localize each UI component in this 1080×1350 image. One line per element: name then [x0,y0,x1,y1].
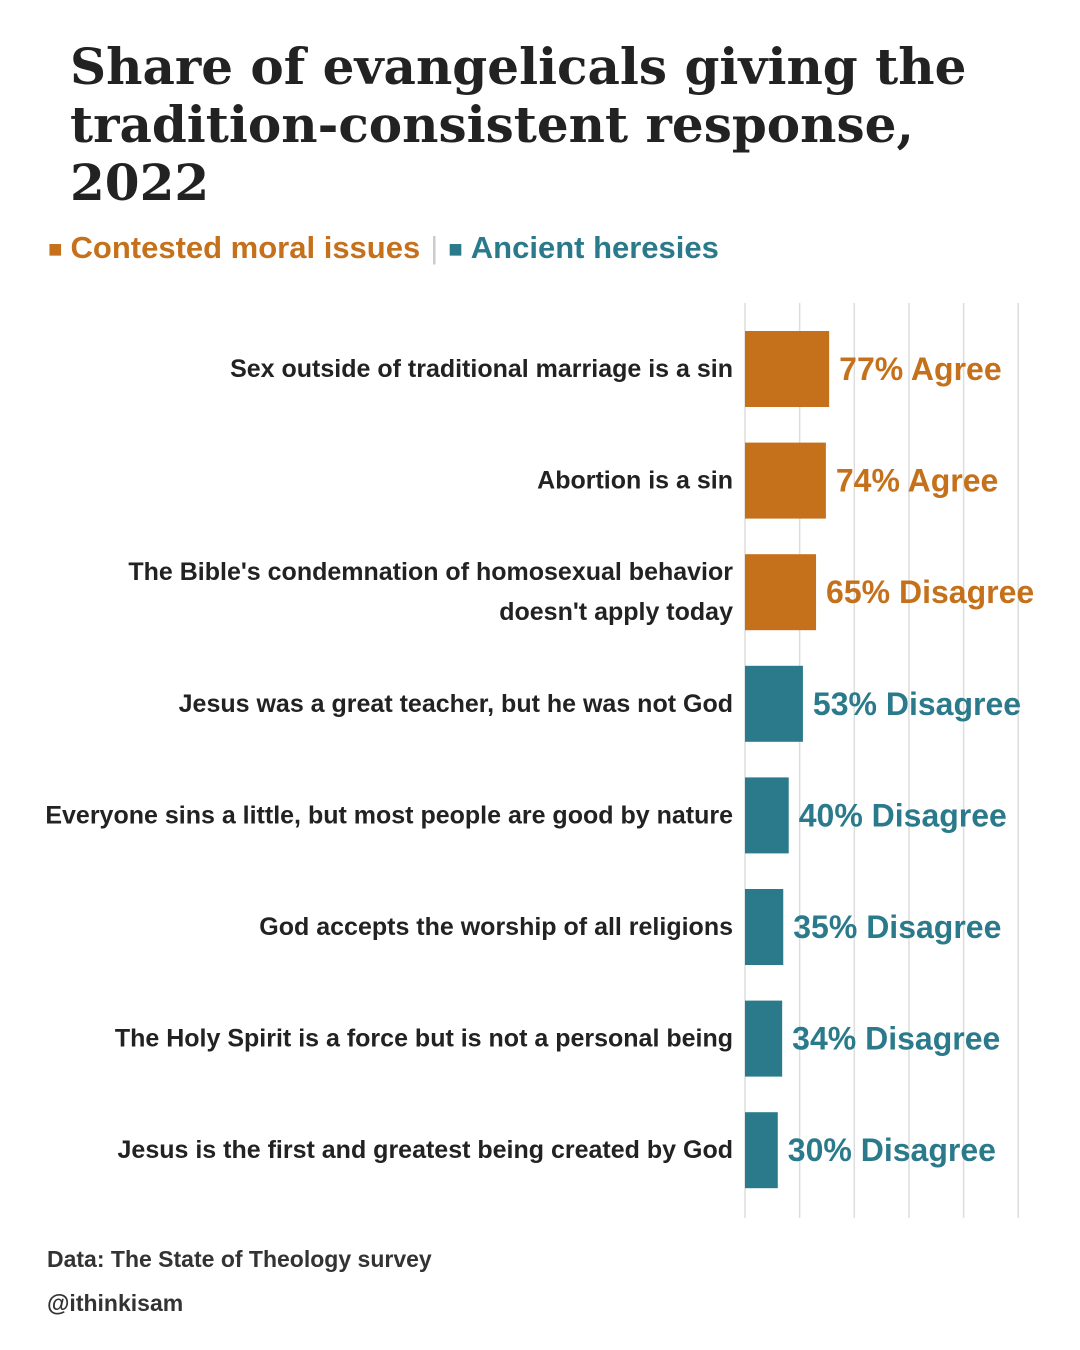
category-label: The Bible's condemnation of homosexual b… [128,558,733,626]
category-label: Sex outside of traditional marriage is a… [230,355,733,383]
legend-swatch-heresy: ■ [448,236,463,263]
bar [745,331,830,407]
bar [745,1112,778,1189]
category-label: The Holy Spirit is a force but is not a … [115,1025,733,1053]
legend-swatch-moral: ■ [48,236,63,263]
chart-title: Share of evangelicals giving the traditi… [70,37,967,212]
legend-label-heresy: Ancient heresies [470,230,719,265]
data-label: 35% Disagree [793,909,1001,945]
category-label: Jesus was a great teacher, but he was no… [179,690,733,718]
bar [745,665,803,742]
category-label: Jesus is the first and greatest being cr… [118,1136,733,1164]
legend-item-heresy: ■ Ancient heresies [448,228,719,270]
category-label: God accepts the worship of all religions [259,913,733,941]
data-label: 65% Disagree [826,574,1034,610]
category-label: Abortion is a sin [537,467,733,495]
data-label: 30% Disagree [788,1132,996,1168]
legend: ■ Contested moral issues | ■ Ancient heres… [48,228,719,270]
legend-item-moral: ■ Contested moral issues [48,228,420,270]
legend-label-moral: Contested moral issues [70,230,421,265]
bar [745,442,826,519]
source-note: Data: The State of Theology survey [47,1246,432,1272]
bar [745,554,817,631]
bar [745,777,789,854]
data-label: 74% Agree [836,463,998,499]
data-label: 77% Agree [839,351,1001,387]
data-label: 40% Disagree [799,797,1007,833]
bar [745,889,784,965]
author-credit: @ithinkisam [47,1290,184,1316]
legend-separator: | [430,230,439,265]
category-label: Everyone sins a little, but most people … [45,801,733,829]
bar [745,1000,783,1077]
data-label: 53% Disagree [813,686,1021,722]
data-label: 34% Disagree [792,1021,1000,1057]
